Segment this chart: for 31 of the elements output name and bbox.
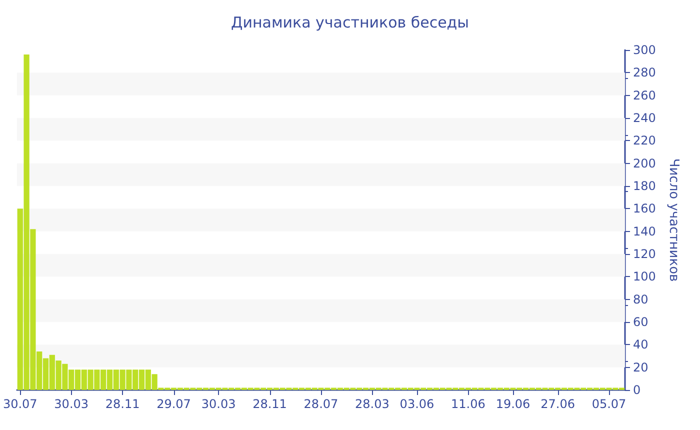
- x-tick-label: 30.03: [201, 397, 236, 411]
- y-tick-label: 280: [633, 66, 656, 80]
- x-tick-label: 28.11: [252, 397, 287, 411]
- x-tick-label: 29.07: [156, 397, 191, 411]
- y-tick-label: 180: [633, 179, 656, 193]
- x-tick-label: 30.03: [54, 397, 89, 411]
- y-tick-label: 300: [633, 43, 656, 57]
- y-tick-label: 140: [633, 224, 656, 238]
- y-tick-label: 160: [633, 202, 656, 216]
- y-tick-label: 220: [633, 134, 656, 148]
- y-tick-label: 60: [633, 315, 648, 329]
- y-tick-label: 0: [633, 383, 641, 397]
- y-tick-label: 120: [633, 247, 656, 261]
- y-axis-title: Число участников: [666, 158, 681, 282]
- x-tick-label: 03.06: [400, 397, 434, 411]
- x-tick-label: 05.07: [592, 397, 626, 411]
- y-tick-label: 80: [633, 292, 648, 306]
- x-tick-label: 28.03: [354, 397, 390, 411]
- y-tick-label: 240: [633, 111, 656, 125]
- y-tick-label: 100: [633, 270, 656, 284]
- x-tick-label: 28.11: [105, 397, 140, 411]
- y-tick-label: 40: [633, 338, 648, 352]
- chart-title: Динамика участников беседы: [230, 14, 470, 32]
- x-tick-label: 28.07: [304, 397, 338, 411]
- x-tick-label: 27.06: [540, 397, 575, 411]
- y-tick-label: 200: [633, 156, 656, 170]
- y-tick-label: 20: [633, 360, 648, 374]
- x-tick-label: 11.06: [451, 397, 486, 411]
- x-tick-label: 30.07: [2, 397, 38, 411]
- y-tick-label: 260: [633, 88, 656, 102]
- x-tick-label: 19.06: [496, 397, 530, 411]
